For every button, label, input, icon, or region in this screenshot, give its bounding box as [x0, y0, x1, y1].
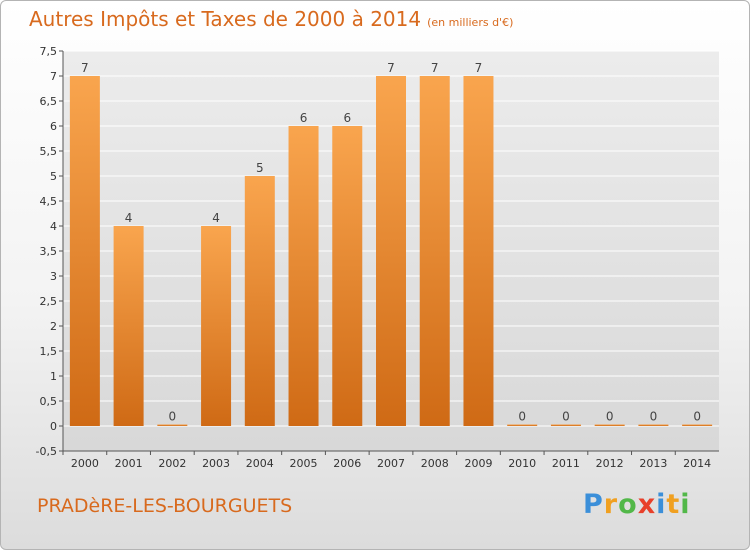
logo-letter: t — [666, 489, 681, 520]
x-tick-label: 2009 — [464, 457, 492, 470]
y-tick-label: 0 — [50, 420, 57, 433]
data-label: 0 — [693, 410, 701, 424]
y-tick-label: 3,5 — [40, 245, 58, 258]
y-tick-label: 5 — [50, 170, 57, 183]
data-label: 0 — [518, 410, 526, 424]
chart-title: Autres Impôts et Taxes de 2000 à 2014 (en… — [29, 7, 513, 31]
y-tick-label: 7 — [50, 70, 57, 83]
data-label: 5 — [256, 161, 264, 175]
bar-2013 — [638, 424, 669, 426]
bar-2008 — [419, 76, 450, 426]
logo-letter: r — [603, 489, 619, 520]
bar-2006 — [332, 126, 363, 426]
data-label: 7 — [81, 61, 89, 75]
data-label: 0 — [562, 410, 570, 424]
commune-name: PRADèRE-LES-BOURGUETS — [37, 495, 293, 517]
data-label: 6 — [343, 111, 351, 125]
data-label: 7 — [475, 61, 483, 75]
bar-2012 — [594, 424, 625, 426]
x-tick-label: 2011 — [552, 457, 580, 470]
bar-2007 — [376, 76, 406, 426]
x-tick-label: 2010 — [508, 457, 536, 470]
bar-2010 — [507, 424, 538, 426]
bar-2004 — [244, 176, 275, 426]
data-label: 6 — [300, 111, 308, 125]
x-tick-label: 2003 — [202, 457, 230, 470]
y-tick-label: -0,5 — [36, 445, 57, 458]
data-label: 4 — [212, 211, 220, 225]
logo-letter: o — [618, 489, 638, 520]
bar-2001 — [113, 226, 144, 426]
x-tick-label: 2002 — [158, 457, 186, 470]
y-tick-label: 4 — [50, 220, 57, 233]
x-axis: 2000 2001 2002 2003 2004 2005 2006 2007 2008 2009… — [62, 450, 719, 470]
x-tick-label: 2000 — [71, 457, 99, 470]
y-tick-label: 6 — [50, 120, 57, 133]
y-tick-label: 7,5 — [40, 45, 58, 58]
data-label: 0 — [650, 410, 658, 424]
x-tick-label: 2006 — [333, 457, 361, 470]
y-tick-label: 2,5 — [40, 295, 58, 308]
x-tick-label: 2007 — [377, 457, 405, 470]
bar-2005 — [288, 126, 319, 426]
x-tick-label: 2005 — [290, 457, 318, 470]
bar-2009 — [463, 76, 494, 426]
x-tick-label: 2013 — [639, 457, 667, 470]
data-label: 7 — [387, 61, 395, 75]
bar-2014 — [682, 424, 713, 426]
logo-letter: x — [637, 489, 657, 520]
y-tick-label: 6,5 — [40, 95, 58, 108]
y-axis: -0,5 0 0,5 1 1,5 2 2,5 3 3,5 4 4,5 5 5,5 6 6,5 7 7,5 — [36, 45, 64, 458]
data-label: 0 — [606, 410, 614, 424]
logo-letter: i — [680, 489, 691, 520]
title-text: Autres Impôts et Taxes de 2000 à 2014 — [29, 7, 422, 31]
y-tick-label: 4,5 — [40, 195, 58, 208]
x-tick-label: 2008 — [421, 457, 449, 470]
logo-letter: i — [656, 489, 667, 520]
x-tick-label: 2014 — [683, 457, 711, 470]
bar-2002 — [157, 424, 188, 426]
y-tick-label: 3 — [50, 270, 57, 283]
bars: 7 4 0 4 5 6 6 7 7 7 0 0 0 0 0 — [69, 61, 713, 426]
y-tick-label: 0,5 — [40, 395, 58, 408]
proxiti-logo: Proxiti — [583, 489, 691, 520]
y-tick-label: 1 — [50, 370, 57, 383]
y-tick-label: 5,5 — [40, 145, 58, 158]
x-tick-label: 2001 — [115, 457, 143, 470]
data-label: 7 — [431, 61, 439, 75]
y-tick-label: 2 — [50, 320, 57, 333]
bar-2011 — [550, 424, 581, 426]
y-tick-label: 1,5 — [40, 345, 58, 358]
bar-2000 — [69, 76, 100, 426]
logo-letter: P — [583, 489, 604, 520]
x-tick-label: 2004 — [246, 457, 274, 470]
bar-2003 — [201, 226, 232, 426]
data-label: 0 — [169, 410, 177, 424]
chart-subtitle: (en milliers d'€) — [427, 16, 514, 29]
data-label: 4 — [125, 211, 133, 225]
x-tick-label: 2012 — [596, 457, 624, 470]
